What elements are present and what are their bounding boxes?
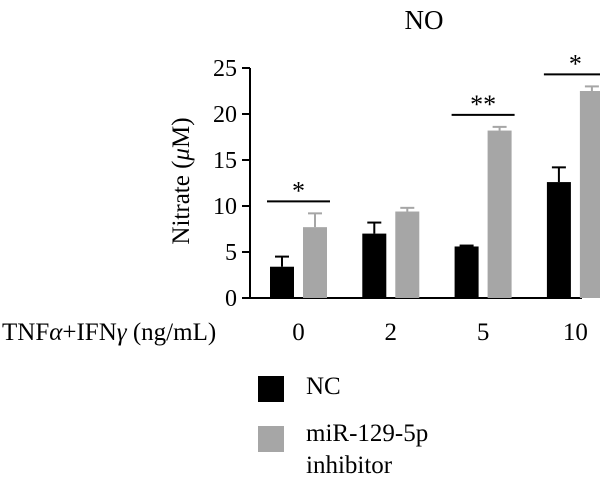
x-tick-label: 2: [385, 319, 398, 346]
significance-label: **: [470, 90, 496, 119]
bar-inhibitor: [579, 91, 600, 298]
bar-nc: [270, 266, 294, 298]
bar-inhibitor: [487, 130, 512, 298]
y-tick-label: 0: [225, 286, 237, 312]
legend-label-inhibitor: miR-129-5p inhibitor: [306, 420, 429, 479]
x-axis-label-gamma: γ: [117, 319, 128, 346]
y-axis-label-symbol: μ: [168, 148, 195, 162]
y-tick-label: 20: [213, 102, 237, 128]
y-axis-label-suffix: M): [168, 117, 195, 148]
bar-inhibitor: [303, 227, 327, 298]
legend-label-nc: NC: [306, 373, 341, 400]
x-axis-label: TNFα+IFNγ (ng/mL): [2, 319, 216, 346]
y-tick-label: 5: [225, 240, 237, 266]
legend-swatch-inhibitor: [258, 426, 284, 452]
x-axis-label-part-3: (ng/mL): [127, 319, 217, 346]
bar-nc: [546, 182, 571, 298]
y-tick-label: 10: [213, 194, 237, 220]
bar-nc: [362, 233, 387, 298]
significance-label: *: [569, 49, 582, 78]
y-tick-label: 15: [213, 148, 237, 174]
chart-title: NO: [405, 5, 444, 35]
y-tick-label: 25: [213, 56, 237, 82]
x-axis-label-alpha: α: [49, 319, 63, 346]
x-tick-label: 0: [292, 319, 305, 346]
legend-swatch-nc: [258, 376, 284, 402]
bar-inhibitor: [395, 211, 420, 298]
x-axis-label-part-1: TNF: [2, 319, 49, 346]
x-tick-label: 5: [477, 319, 490, 346]
bar-nc: [454, 246, 479, 298]
significance-label: *: [292, 176, 305, 205]
y-axis-label: Nitrate (μM): [168, 117, 195, 244]
x-tick-label: 10: [563, 319, 588, 346]
y-axis-label-prefix: Nitrate (: [168, 161, 195, 245]
x-axis-label-part-2: +IFN: [62, 319, 116, 346]
